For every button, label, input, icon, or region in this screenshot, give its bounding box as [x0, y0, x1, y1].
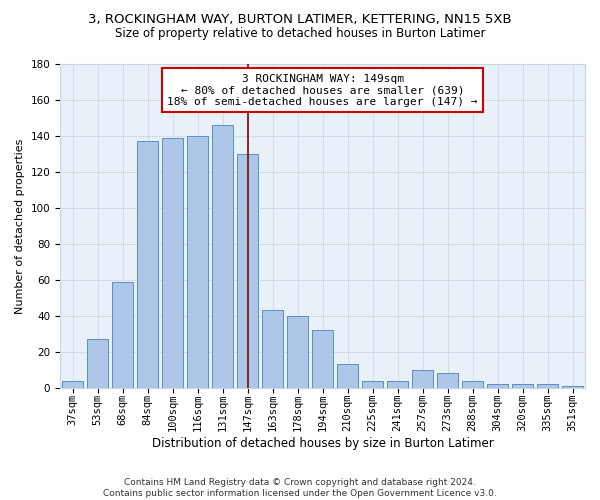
Bar: [137, 142, 158, 388]
Bar: [262, 310, 283, 388]
Bar: [312, 330, 333, 388]
Bar: [112, 282, 133, 388]
Text: 3 ROCKINGHAM WAY: 149sqm
← 80% of detached houses are smaller (639)
18% of semi-: 3 ROCKINGHAM WAY: 149sqm ← 80% of detach…: [167, 74, 478, 107]
Bar: [462, 380, 483, 388]
Bar: [537, 384, 558, 388]
Bar: [337, 364, 358, 388]
Bar: [387, 380, 408, 388]
Bar: [512, 384, 533, 388]
Bar: [287, 316, 308, 388]
Bar: [487, 384, 508, 388]
Bar: [437, 374, 458, 388]
Bar: [237, 154, 258, 388]
Bar: [412, 370, 433, 388]
Text: Size of property relative to detached houses in Burton Latimer: Size of property relative to detached ho…: [115, 28, 485, 40]
X-axis label: Distribution of detached houses by size in Burton Latimer: Distribution of detached houses by size …: [152, 437, 493, 450]
Bar: [562, 386, 583, 388]
Bar: [187, 136, 208, 388]
Bar: [87, 339, 108, 388]
Bar: [362, 380, 383, 388]
Y-axis label: Number of detached properties: Number of detached properties: [15, 138, 25, 314]
Bar: [212, 125, 233, 388]
Text: 3, ROCKINGHAM WAY, BURTON LATIMER, KETTERING, NN15 5XB: 3, ROCKINGHAM WAY, BURTON LATIMER, KETTE…: [88, 12, 512, 26]
Bar: [162, 138, 183, 388]
Bar: [62, 380, 83, 388]
Text: Contains HM Land Registry data © Crown copyright and database right 2024.
Contai: Contains HM Land Registry data © Crown c…: [103, 478, 497, 498]
